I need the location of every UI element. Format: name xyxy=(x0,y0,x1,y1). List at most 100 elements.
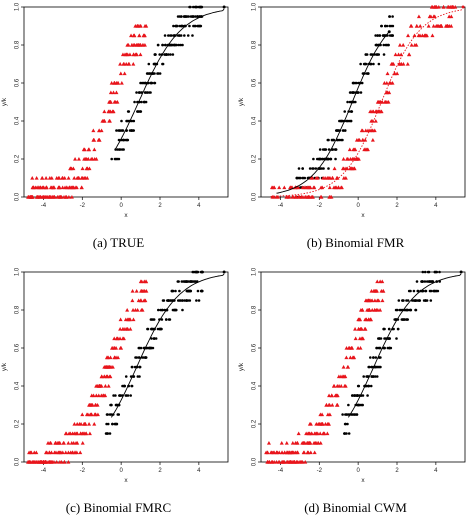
data-point xyxy=(351,147,356,152)
data-point xyxy=(360,138,365,142)
data-point xyxy=(382,43,386,47)
data-point xyxy=(387,327,391,331)
data-point xyxy=(38,185,43,190)
data-point xyxy=(87,147,92,152)
data-point xyxy=(308,167,312,170)
data-point xyxy=(161,62,164,66)
data-point xyxy=(357,138,362,142)
data-point xyxy=(169,299,173,302)
caption-a: (a) TRUE xyxy=(92,235,145,250)
y-tick-label: 0.6 xyxy=(15,343,21,352)
data-point xyxy=(139,346,143,350)
data-point xyxy=(312,185,317,190)
data-point xyxy=(380,298,385,303)
data-point xyxy=(27,195,32,199)
data-point xyxy=(103,384,108,388)
data-point xyxy=(199,24,203,28)
data-point xyxy=(303,176,307,180)
data-point xyxy=(318,148,322,151)
data-point xyxy=(325,431,330,436)
data-point xyxy=(42,195,47,199)
data-point xyxy=(383,346,386,350)
x-tick-label: 4 xyxy=(434,203,438,209)
data-point xyxy=(428,289,432,293)
data-point xyxy=(279,441,284,445)
data-point xyxy=(334,148,338,151)
data-point xyxy=(78,450,83,455)
data-point xyxy=(358,317,363,322)
data-point xyxy=(137,91,141,94)
data-point xyxy=(360,336,365,341)
data-point xyxy=(369,128,374,133)
data-point xyxy=(375,375,379,378)
data-point xyxy=(125,317,130,322)
data-point xyxy=(345,432,348,435)
data-point xyxy=(66,176,71,180)
data-point xyxy=(445,24,450,28)
data-point xyxy=(193,24,197,28)
data-point xyxy=(118,71,123,76)
data-point xyxy=(130,129,133,132)
data-point xyxy=(161,43,164,47)
data-point xyxy=(428,14,433,19)
data-point xyxy=(308,422,313,426)
data-point xyxy=(57,441,62,445)
data-point xyxy=(48,185,53,190)
data-point xyxy=(66,441,71,445)
data-point xyxy=(357,336,362,341)
data-point xyxy=(334,176,339,180)
data-point xyxy=(341,365,346,369)
data-point xyxy=(75,431,80,436)
data-point xyxy=(382,100,387,104)
x-tick-label: 2 xyxy=(395,203,399,209)
series-red-points xyxy=(26,24,149,199)
data-point xyxy=(352,166,357,171)
data-point xyxy=(424,299,427,302)
x-tick-label: -2 xyxy=(317,468,323,474)
y-axis-label: y/k xyxy=(238,362,245,371)
data-point xyxy=(117,413,121,416)
data-point xyxy=(364,53,368,56)
data-point xyxy=(147,62,151,66)
data-point xyxy=(72,176,77,180)
data-point xyxy=(344,355,349,360)
data-point xyxy=(117,138,121,142)
data-point xyxy=(174,289,177,293)
data-point xyxy=(332,138,336,142)
data-point xyxy=(128,327,133,331)
data-point xyxy=(423,280,427,283)
data-point xyxy=(74,185,79,190)
data-point xyxy=(395,337,398,340)
data-point xyxy=(53,450,58,455)
data-point xyxy=(80,166,85,171)
data-point xyxy=(49,195,54,199)
curve-endpoint xyxy=(387,30,391,34)
data-point xyxy=(330,176,335,180)
data-point xyxy=(179,299,182,302)
data-point xyxy=(92,422,97,426)
data-point xyxy=(314,167,318,170)
data-point xyxy=(130,119,134,123)
data-point xyxy=(330,403,335,407)
data-point xyxy=(274,450,279,455)
data-point xyxy=(92,147,97,152)
data-point xyxy=(195,270,199,274)
data-point xyxy=(373,119,378,123)
data-point xyxy=(358,346,363,350)
data-point xyxy=(109,81,114,85)
data-point xyxy=(188,5,191,9)
data-point xyxy=(52,195,57,199)
axes: -4 -2 0 2 4 0.0 0.2 0.4 0.6 0.8 1.0 x y/k xyxy=(238,267,466,484)
data-point xyxy=(42,460,47,464)
x-tick-label: 2 xyxy=(158,468,162,474)
data-point xyxy=(358,308,363,312)
data-point xyxy=(290,441,295,445)
data-point xyxy=(108,413,112,416)
data-point xyxy=(72,422,77,426)
data-point xyxy=(110,346,115,350)
data-point xyxy=(80,441,85,445)
series-red-points xyxy=(269,5,458,199)
data-point xyxy=(284,441,289,445)
axes: -4 -2 0 2 4 0.0 0.2 0.4 0.6 0.8 1.0 x y/k xyxy=(238,2,466,219)
data-point xyxy=(137,356,141,359)
